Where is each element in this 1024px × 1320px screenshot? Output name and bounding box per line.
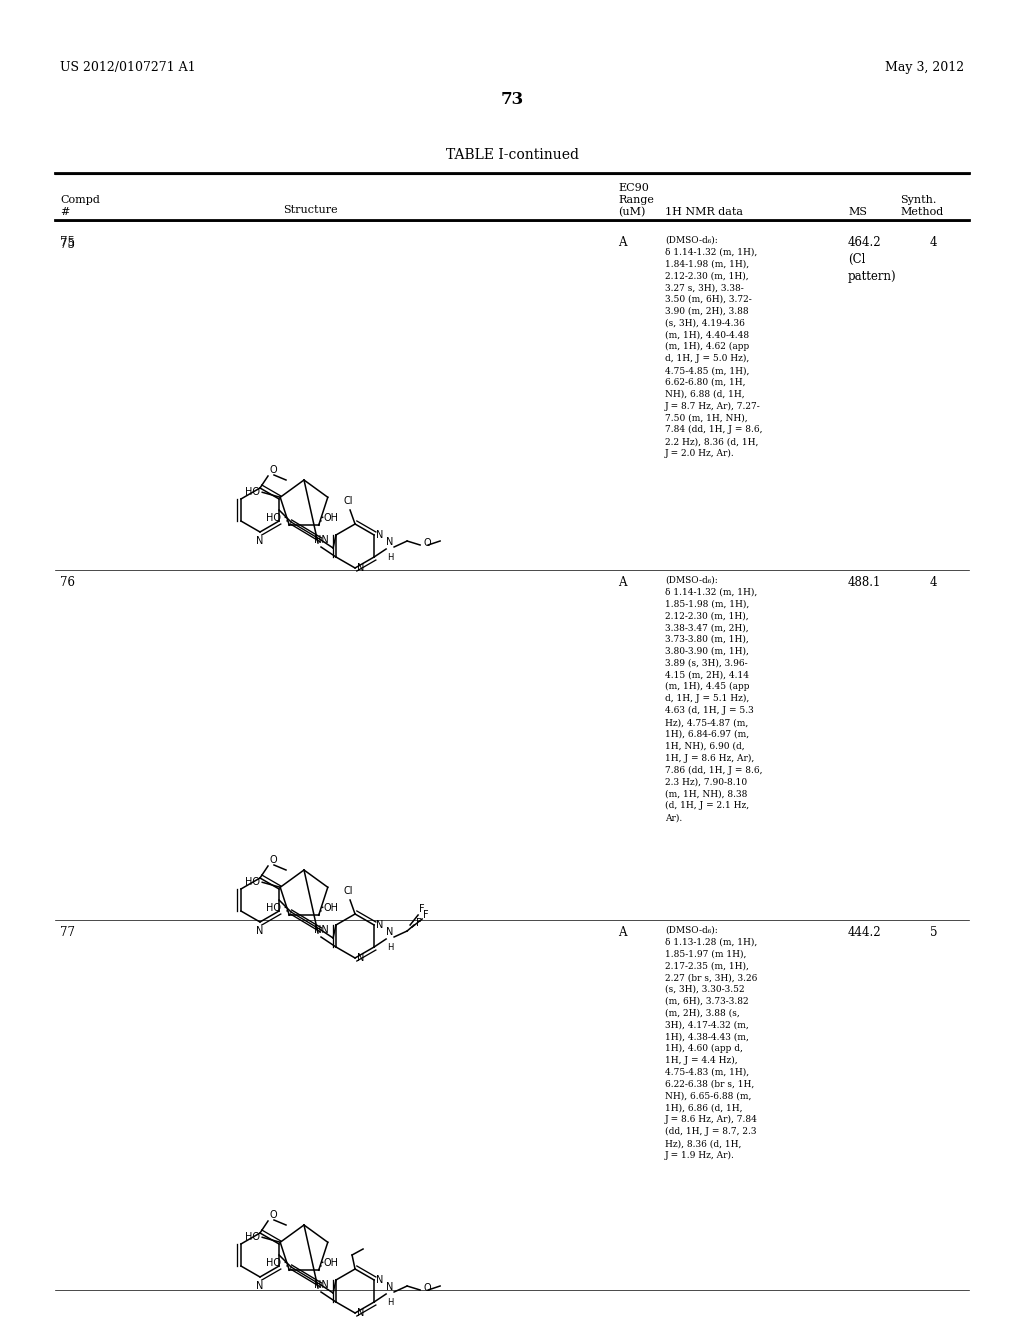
Text: 1H NMR data: 1H NMR data <box>665 207 743 216</box>
Text: 4: 4 <box>930 236 938 249</box>
Text: OH: OH <box>324 513 339 523</box>
Text: O: O <box>423 539 431 548</box>
Text: HN: HN <box>313 925 329 935</box>
Text: N: N <box>386 1282 394 1292</box>
Text: N: N <box>256 536 264 546</box>
Text: MS: MS <box>848 207 867 216</box>
Text: O: O <box>270 465 278 475</box>
Text: 4: 4 <box>930 576 938 589</box>
Text: F: F <box>423 909 429 920</box>
Text: N: N <box>376 531 383 540</box>
Text: 75: 75 <box>60 238 75 251</box>
Text: Compd: Compd <box>60 195 100 205</box>
Text: HO: HO <box>266 513 282 523</box>
Text: 77: 77 <box>60 927 75 939</box>
Text: O: O <box>423 1283 431 1294</box>
Text: HO: HO <box>245 878 260 887</box>
Text: Structure: Structure <box>283 205 337 215</box>
Text: (uM): (uM) <box>618 207 645 218</box>
Text: N: N <box>357 564 365 573</box>
Text: May 3, 2012: May 3, 2012 <box>885 62 964 74</box>
Text: EC90: EC90 <box>618 183 649 193</box>
Text: N: N <box>376 1275 383 1284</box>
Text: H: H <box>387 942 393 952</box>
Text: O: O <box>270 1210 278 1220</box>
Text: OH: OH <box>324 903 339 913</box>
Text: N: N <box>256 927 264 936</box>
Text: US 2012/0107271 A1: US 2012/0107271 A1 <box>60 62 196 74</box>
Text: 5: 5 <box>930 927 938 939</box>
Text: Cl: Cl <box>343 886 353 896</box>
Text: 464.2
(Cl
pattern): 464.2 (Cl pattern) <box>848 236 897 282</box>
Text: Synth.: Synth. <box>900 195 936 205</box>
Text: 444.2: 444.2 <box>848 927 882 939</box>
Text: N: N <box>256 1280 264 1291</box>
Text: A: A <box>618 927 627 939</box>
Text: (DMSO-d₆):
δ 1.14-1.32 (m, 1H),
1.85-1.98 (m, 1H),
2.12-2.30 (m, 1H),
3.38-3.47 : (DMSO-d₆): δ 1.14-1.32 (m, 1H), 1.85-1.9… <box>665 576 763 822</box>
Text: A: A <box>618 236 627 249</box>
Text: (DMSO-d₆):
δ 1.13-1.28 (m, 1H),
1.85-1.97 (m 1H),
2.17-2.35 (m, 1H),
2.27 (br s,: (DMSO-d₆): δ 1.13-1.28 (m, 1H), 1.85-1.9… <box>665 927 758 1160</box>
Text: F: F <box>416 917 422 928</box>
Text: A: A <box>618 576 627 589</box>
Text: 75: 75 <box>60 236 75 249</box>
Text: OH: OH <box>324 1258 339 1269</box>
Text: Range: Range <box>618 195 654 205</box>
Text: HO: HO <box>266 903 282 913</box>
Text: TABLE I-continued: TABLE I-continued <box>445 148 579 162</box>
Text: HO: HO <box>266 1258 282 1269</box>
Text: 73: 73 <box>501 91 523 108</box>
Text: HN: HN <box>313 535 329 545</box>
Text: N: N <box>376 920 383 931</box>
Text: 76: 76 <box>60 576 75 589</box>
Text: HO: HO <box>245 1233 260 1242</box>
Text: H: H <box>387 1298 393 1307</box>
Text: HO: HO <box>245 487 260 498</box>
Text: O: O <box>270 855 278 865</box>
Text: N: N <box>386 537 394 546</box>
Text: (DMSO-d₆):
δ 1.14-1.32 (m, 1H),
1.84-1.98 (m, 1H),
2.12-2.30 (m, 1H),
3.27 s, 3H: (DMSO-d₆): δ 1.14-1.32 (m, 1H), 1.84-1.9… <box>665 236 763 458</box>
Text: N: N <box>357 953 365 964</box>
Text: H: H <box>387 553 393 562</box>
Text: Cl: Cl <box>343 496 353 506</box>
Text: Method: Method <box>900 207 943 216</box>
Text: 488.1: 488.1 <box>848 576 882 589</box>
Text: HN: HN <box>313 1280 329 1290</box>
Text: #: # <box>60 207 70 216</box>
Text: N: N <box>386 927 394 937</box>
Text: N: N <box>357 1308 365 1317</box>
Text: F: F <box>419 904 425 913</box>
